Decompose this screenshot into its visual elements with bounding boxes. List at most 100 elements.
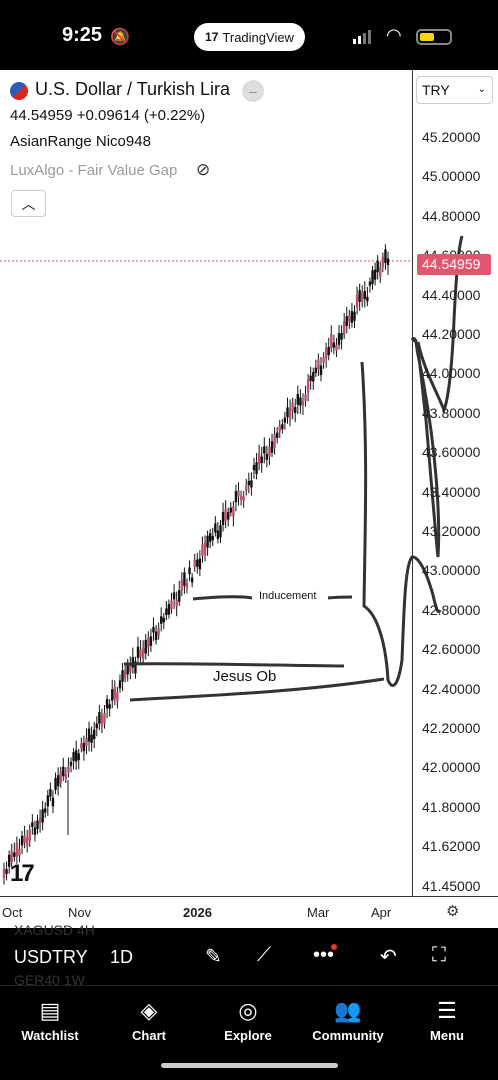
annotation-inducement[interactable]: Inducement bbox=[259, 590, 317, 602]
battery-icon bbox=[416, 29, 452, 45]
chevron-down-icon: ⌄ bbox=[477, 84, 486, 95]
jesus-ob-top-line bbox=[123, 662, 345, 668]
price-axis-border bbox=[412, 70, 413, 896]
candle-body bbox=[167, 604, 171, 615]
price-tick: 44.40000 bbox=[422, 286, 481, 303]
candle-body bbox=[85, 737, 88, 747]
candle-body bbox=[268, 446, 271, 457]
price-tick: 42.40000 bbox=[422, 680, 481, 697]
us-tr-flag-icon bbox=[10, 82, 28, 100]
pen-icon[interactable]: ✎ bbox=[205, 946, 222, 968]
time-tick: Mar bbox=[307, 905, 330, 920]
price-tick: 43.60000 bbox=[422, 444, 481, 461]
candle-body bbox=[188, 567, 191, 575]
candle-body bbox=[183, 572, 186, 586]
time-tick: Oct bbox=[2, 905, 23, 920]
candle-body bbox=[2, 868, 6, 878]
candle-body bbox=[82, 742, 86, 752]
candle-body bbox=[350, 311, 354, 323]
candle-body bbox=[242, 496, 245, 501]
app-badge[interactable]: 17 TradingView bbox=[194, 23, 305, 51]
candle-body bbox=[353, 311, 356, 321]
annotation-jesus-ob[interactable]: Jesus Ob bbox=[213, 668, 277, 685]
candle-body bbox=[80, 743, 83, 749]
timeframe-button[interactable]: 1D bbox=[110, 947, 134, 967]
candle-body bbox=[324, 348, 328, 359]
tab-watchlist[interactable]: ▤ Watchlist bbox=[5, 996, 95, 1043]
price-tick: 42.00000 bbox=[422, 759, 481, 776]
candle-body bbox=[322, 357, 325, 363]
price-tick: 43.40000 bbox=[422, 483, 481, 500]
bell-muted-icon: 🔕 bbox=[110, 29, 130, 46]
candle-body bbox=[131, 657, 135, 668]
candle-body bbox=[312, 372, 315, 382]
candle-body bbox=[180, 579, 184, 591]
symbol-name[interactable]: U.S. Dollar / Turkish Lira bbox=[35, 79, 231, 99]
settings-gear-icon[interactable]: ⚙ bbox=[446, 903, 460, 920]
time-tick: 2026 bbox=[183, 905, 212, 920]
menu-icon: ☰ bbox=[437, 998, 457, 1023]
candle-body bbox=[113, 686, 117, 699]
currency-selector[interactable]: TRY ⌄ bbox=[416, 76, 493, 104]
candle-body bbox=[332, 342, 336, 348]
candle-body bbox=[23, 835, 26, 843]
price-tick: 44.80000 bbox=[422, 207, 481, 224]
candle-body bbox=[98, 712, 101, 724]
tab-label: Menu bbox=[430, 1028, 464, 1043]
chart-area[interactable]: U.S. Dollar / Turkish Lira – 44.54959 +0… bbox=[0, 70, 498, 928]
time-axis[interactable] bbox=[0, 896, 498, 928]
tab-community[interactable]: 👥 Community bbox=[303, 996, 393, 1043]
more-dots-icon[interactable]: ••• bbox=[313, 944, 335, 966]
candle-body bbox=[175, 600, 178, 607]
candle-body bbox=[51, 797, 55, 807]
indicator-fair-value-gap[interactable]: LuxAlgo - Fair Value Gap bbox=[10, 162, 178, 179]
candle-body bbox=[18, 848, 21, 856]
candle-body bbox=[49, 789, 52, 797]
candle-body bbox=[62, 766, 65, 777]
wifi-icon: ◠ bbox=[386, 25, 402, 45]
fullscreen-icon[interactable]: ⛶ bbox=[432, 944, 446, 966]
price-tick: 41.45000 bbox=[422, 877, 481, 894]
candle-body bbox=[247, 480, 251, 486]
time-tick: Apr bbox=[371, 905, 392, 920]
candle-body bbox=[376, 260, 379, 273]
price-tick: 43.20000 bbox=[422, 523, 481, 539]
candle-body bbox=[56, 775, 60, 787]
chevron-up-icon[interactable]: ︿ bbox=[11, 190, 46, 217]
undo-icon[interactable]: ↶ bbox=[380, 946, 397, 968]
symbol-button[interactable]: USDTRY bbox=[14, 947, 88, 967]
status-bar: 9:25 🔕 17 TradingView ◠ bbox=[0, 0, 498, 70]
candle-body bbox=[126, 663, 129, 675]
tab-chart[interactable]: ◈ Chart bbox=[104, 996, 194, 1043]
tab-explore[interactable]: ◎ Explore bbox=[203, 996, 293, 1043]
eye-hidden-icon[interactable]: ⊘ bbox=[196, 160, 211, 179]
candle-body bbox=[105, 699, 109, 709]
clock: 9:25 bbox=[62, 24, 103, 46]
price-tick: 42.60000 bbox=[422, 641, 481, 658]
tradingview-logo-icon: 17 bbox=[205, 30, 219, 44]
trendline-tools-icon[interactable]: ⟋ bbox=[257, 944, 271, 966]
candle-body bbox=[121, 670, 124, 682]
candle-body bbox=[25, 837, 29, 847]
candle-body bbox=[116, 691, 119, 702]
candle-body bbox=[255, 462, 258, 475]
candle-body bbox=[232, 506, 235, 517]
candle-body bbox=[340, 332, 343, 340]
candle-body bbox=[41, 809, 44, 823]
candle-body bbox=[345, 316, 348, 326]
price-plot[interactable] bbox=[0, 70, 498, 896]
candle-body bbox=[64, 774, 68, 779]
minus-icon[interactable]: – bbox=[242, 80, 264, 102]
candle-body bbox=[31, 822, 34, 827]
candle-body bbox=[13, 852, 16, 857]
candle-body bbox=[5, 869, 8, 874]
price-tick: 44.20000 bbox=[422, 326, 481, 342]
indicator-asianrange[interactable]: AsianRange Nico948 bbox=[10, 133, 151, 150]
bottom-tab-bar: ▤ Watchlist ◈ Chart ◎ Explore 👥 Communit… bbox=[0, 985, 498, 1080]
candle-body bbox=[147, 637, 150, 648]
candle-body bbox=[314, 367, 318, 374]
inducement-line-left bbox=[192, 595, 253, 601]
app-badge-label: TradingView bbox=[222, 29, 294, 45]
candle-body bbox=[250, 480, 253, 488]
tab-menu[interactable]: ☰ Menu bbox=[402, 996, 492, 1043]
